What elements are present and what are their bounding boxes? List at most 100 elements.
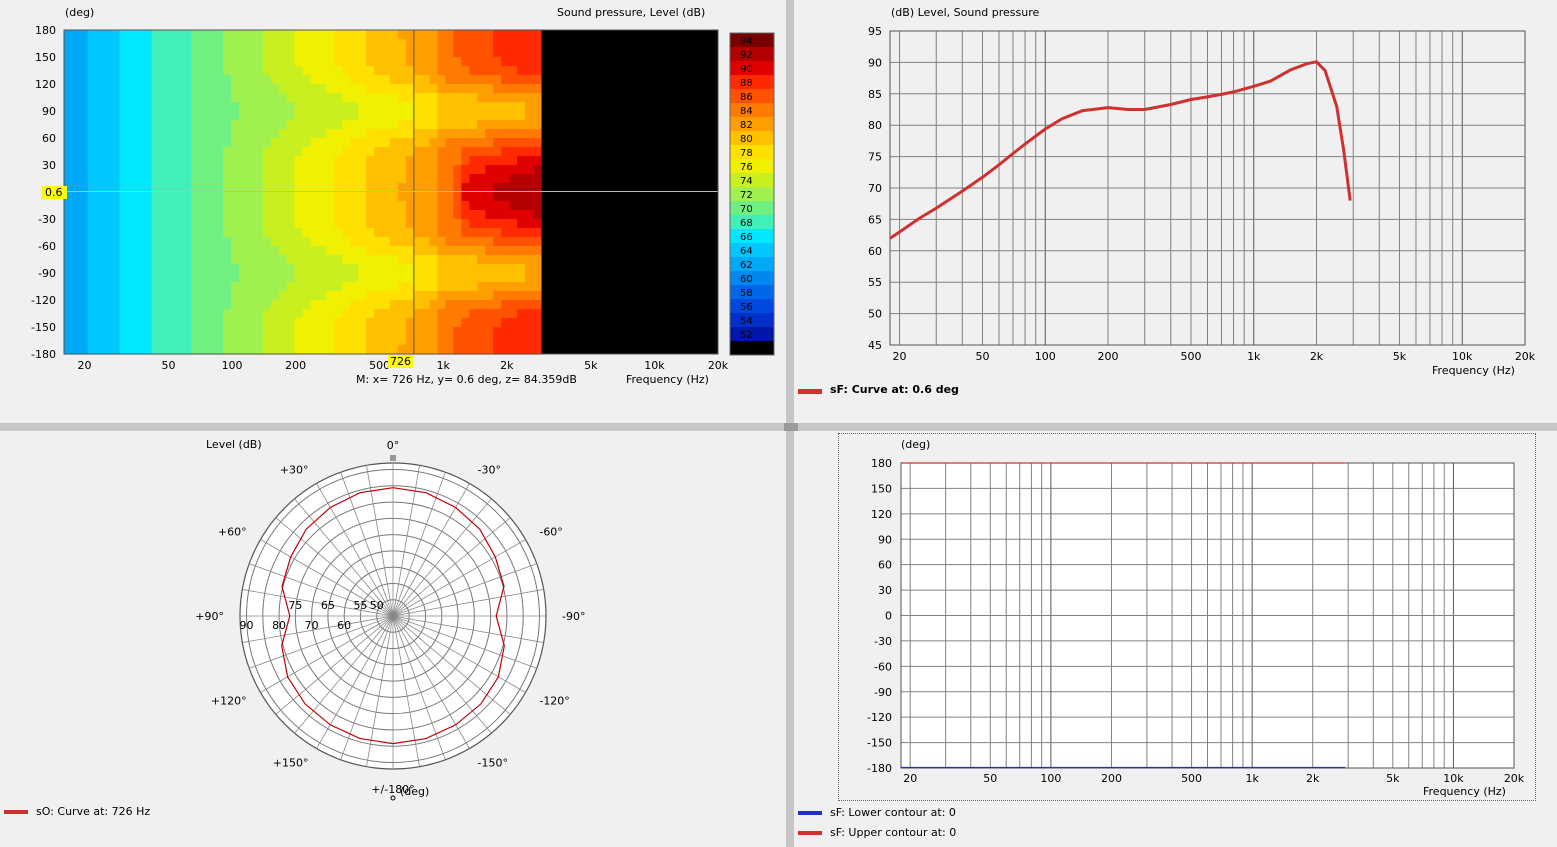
colorbar-swatch: [730, 215, 774, 230]
contour-cell: [286, 309, 296, 319]
contour-cell: [477, 210, 486, 220]
contour-cell: [230, 255, 240, 265]
splitter-knob[interactable]: [784, 423, 798, 431]
contour-cell: [389, 66, 399, 76]
contour-cell: [493, 255, 502, 265]
contour-cell: [71, 282, 81, 292]
contour-cell: [143, 255, 152, 265]
contour-cell: [509, 345, 518, 355]
contour-cell: [469, 48, 478, 58]
contour-cell: [525, 183, 534, 193]
contour-cell: [469, 327, 478, 337]
contour-cell: [302, 102, 311, 112]
contour-cell: [318, 138, 327, 148]
contour-cell: [350, 309, 359, 319]
contour-cell: [342, 39, 351, 49]
contour-cell: [421, 57, 431, 67]
contour-cell: [533, 201, 542, 211]
contour-cell: [286, 147, 296, 157]
contour-cell: [270, 57, 280, 67]
contour-cell: [127, 318, 137, 328]
contour-cell: [493, 30, 502, 40]
contour-cell: [64, 156, 73, 166]
contour-cell: [509, 228, 518, 238]
contour-cell: [405, 102, 415, 112]
contour-cell: [397, 120, 407, 130]
contour-cell: [191, 309, 200, 319]
contour-cell: [445, 183, 454, 193]
contour-cell: [350, 174, 359, 184]
contour-cell: [366, 93, 375, 103]
polar-plot[interactable]: 0°-30°-60°-90°-120°-150°+/-180°+150°+120…: [0, 431, 786, 811]
contour-cell: [143, 336, 152, 346]
contour-cell: [469, 156, 478, 166]
contour-cell: [95, 57, 105, 67]
contour-cell: [238, 300, 248, 310]
contour-cell: [493, 210, 502, 220]
contour-cell: [517, 345, 526, 355]
contour-cell: [262, 264, 272, 274]
contour-cell: [64, 219, 73, 229]
contour-cell: [254, 210, 264, 220]
contour-cell: [87, 165, 97, 175]
contour-cell: [358, 192, 367, 202]
contour-cell: [95, 120, 105, 130]
contour-cell: [517, 48, 526, 58]
contour-cell: [143, 309, 152, 319]
contour-cell: [437, 129, 447, 139]
contour-cell: [405, 219, 415, 229]
contour-cell: [421, 147, 431, 157]
contour-cell: [127, 300, 137, 310]
contour-cell: [493, 273, 502, 283]
contour-cell: [111, 183, 121, 193]
contour-cell: [223, 147, 232, 157]
contour-cell: [87, 57, 97, 67]
contour-cell: [215, 264, 224, 274]
contour-cell: [230, 156, 240, 166]
contour-cell: [469, 282, 478, 292]
contour-cell: [175, 336, 184, 346]
contour-cell: [421, 246, 431, 256]
contour-cell: [159, 120, 168, 130]
contour-cell: [87, 174, 97, 184]
contour-cell: [509, 75, 518, 85]
contour-cell: [445, 327, 454, 337]
contour-cell: [167, 345, 176, 355]
contour-cell: [485, 183, 494, 193]
contour-cell: [437, 255, 447, 265]
contour-cell: [469, 300, 478, 310]
contour-cell: [175, 246, 184, 256]
contour-cell: [334, 201, 343, 211]
contour-cell: [294, 75, 303, 85]
contour-cell: [302, 39, 311, 49]
contour-cell: [151, 309, 160, 319]
contour-cell: [445, 219, 454, 229]
contour-cell: [509, 318, 518, 328]
contour-cell: [119, 264, 129, 274]
contour-cell: [326, 102, 335, 112]
contour-cell: [95, 84, 105, 94]
horizontal-splitter[interactable]: [0, 423, 1557, 431]
contour-cell: [262, 156, 272, 166]
contour-cell: [517, 75, 526, 85]
contour-cell: [318, 309, 327, 319]
contour-cell: [381, 39, 391, 49]
contour-cell: [374, 84, 383, 94]
contour-cell: [183, 138, 192, 148]
contour-cell: [429, 246, 439, 256]
contour-cell: [453, 48, 462, 58]
contour-cell: [71, 156, 81, 166]
contour-cursor-x-label: 726: [388, 355, 413, 368]
contour-cell: [381, 246, 391, 256]
contour-cell: [223, 39, 232, 49]
contour-cell: [270, 237, 280, 247]
contour-cell: [310, 84, 319, 94]
contour-cell: [223, 183, 232, 193]
contour-cell: [485, 246, 494, 256]
contour-cell: [175, 282, 184, 292]
contour-cell: [421, 84, 431, 94]
phase-x-tick-label: 10k: [1443, 772, 1464, 785]
